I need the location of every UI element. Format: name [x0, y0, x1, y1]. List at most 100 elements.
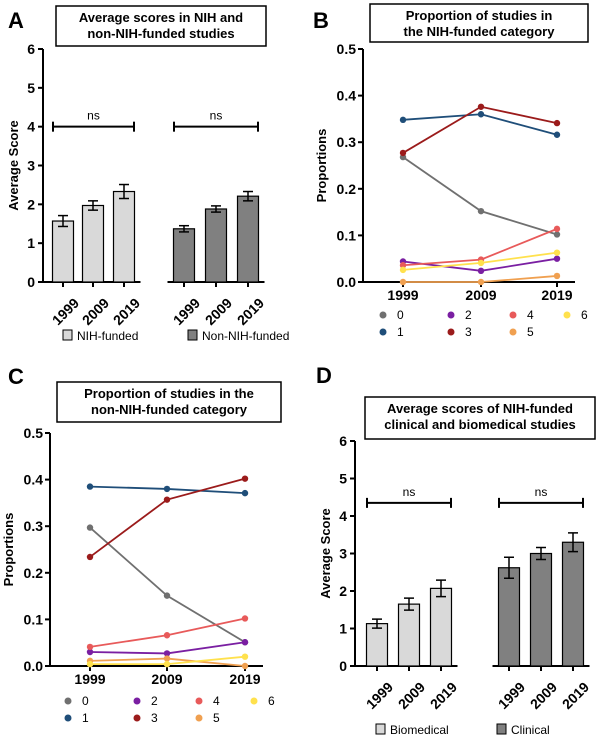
- legend-marker-4: [509, 311, 517, 319]
- point-1-1999: [399, 116, 407, 124]
- x-tick-label: 2009: [151, 671, 182, 687]
- legend-marker-6: [563, 311, 571, 319]
- legend-label-0: 0: [82, 694, 89, 708]
- point-0-2009: [477, 207, 485, 215]
- y-tick-label: 5: [339, 471, 347, 487]
- point-2-2009: [477, 267, 485, 275]
- panel-A: A Average scores in NIH andnon-NIH-funded…: [6, 5, 289, 343]
- point-3-2009: [163, 496, 171, 503]
- point-5-2009: [477, 278, 485, 286]
- point-0-1999: [86, 524, 94, 531]
- x-tick-label: 2019: [234, 295, 267, 328]
- legend-marker-5: [195, 714, 203, 722]
- legend-label-4: 4: [527, 308, 534, 322]
- point-1-2009: [163, 485, 171, 493]
- y-tick-label: 2: [339, 583, 347, 599]
- legend-swatch: [496, 723, 507, 735]
- legend-label-1: 1: [397, 325, 404, 339]
- point-6-2009: [477, 259, 485, 267]
- x-tick-label: 1999: [170, 295, 203, 328]
- point-4-1999: [399, 262, 407, 269]
- point-2-2009: [163, 650, 171, 657]
- x-tick-label: 1999: [495, 679, 528, 712]
- y-tick-label: 4: [27, 119, 35, 135]
- x-tick-label: 1999: [363, 679, 396, 712]
- point-6-1999: [86, 660, 94, 668]
- point-5-2019: [241, 662, 249, 670]
- point-3-2019: [553, 119, 561, 127]
- point-6-2009: [163, 660, 171, 668]
- x-tick-label: 2009: [465, 287, 496, 303]
- title-line: non-NIH-funded category: [91, 402, 248, 417]
- legend-label-6: 6: [581, 308, 588, 322]
- point-5-2009: [163, 655, 171, 662]
- point-6-2019: [553, 249, 561, 256]
- point-3-1999: [86, 553, 94, 561]
- legend-label: NIH-funded: [77, 329, 138, 343]
- legend-label-2: 2: [151, 694, 158, 708]
- y-axis-label: Proportions: [1, 513, 16, 587]
- y-tick-label: 4: [339, 508, 347, 524]
- x-tick-label: 2009: [527, 679, 560, 712]
- y-tick-label: 3: [27, 158, 35, 174]
- legend-marker-1: [379, 328, 387, 336]
- point-5-2019: [553, 272, 561, 280]
- title-line: Average scores of NIH-funded: [387, 401, 573, 416]
- x-tick-label: 2009: [395, 679, 428, 712]
- legend-marker-0: [379, 311, 387, 319]
- panel-letter-A: A: [8, 8, 24, 33]
- point-4-1999: [86, 643, 94, 651]
- bar-clinical-2009: [529, 552, 553, 667]
- bar-non-nih-funded-2019: [236, 195, 260, 283]
- legend-marker-1: [64, 714, 72, 722]
- legend-marker-2: [133, 697, 141, 705]
- ns-label: ns: [403, 485, 416, 499]
- title-line: Average scores in NIH and: [79, 10, 243, 25]
- y-tick-label: 0.1: [337, 227, 357, 243]
- legend-marker-2: [447, 311, 455, 319]
- y-tick-label: 0.1: [24, 611, 44, 627]
- legend-marker-0: [64, 697, 72, 705]
- point-3-1999: [399, 149, 407, 157]
- point-2-2019: [241, 639, 249, 646]
- point-6-1999: [399, 266, 407, 274]
- y-tick-label: 0.3: [337, 134, 357, 150]
- y-tick-label: 0.2: [24, 565, 44, 581]
- legend-label-2: 2: [465, 308, 472, 322]
- x-tick-label: 1999: [74, 671, 105, 687]
- point-6-2019: [241, 653, 249, 660]
- y-axis-label: Average Score: [6, 120, 21, 211]
- y-axis-label: Average Score: [318, 508, 333, 599]
- y-tick-label: 3: [339, 546, 347, 562]
- point-0-2009: [163, 592, 171, 599]
- y-tick-label: 0.2: [337, 181, 357, 197]
- legend-label-6: 6: [268, 694, 275, 708]
- ns-label: ns: [87, 109, 100, 123]
- panel-letter-D: D: [316, 363, 332, 388]
- series-line-0: [89, 526, 246, 644]
- x-tick-label: 2019: [229, 671, 260, 687]
- x-tick-label: 2009: [202, 295, 235, 328]
- legend-label-4: 4: [213, 694, 220, 708]
- bar-non-nih-funded-1999: [172, 228, 196, 283]
- point-0-2019: [553, 231, 561, 238]
- point-3-2019: [241, 475, 249, 482]
- point-1-2019: [241, 489, 249, 497]
- panel-letter-B: B: [313, 8, 329, 33]
- x-tick-label: 2019: [427, 679, 460, 712]
- title-line: non-NIH-funded studies: [87, 26, 234, 41]
- panel-letter-C: C: [8, 364, 24, 389]
- y-tick-label: 0.4: [337, 88, 357, 104]
- bar-clinical-1999: [497, 567, 521, 667]
- point-1-2019: [553, 131, 561, 138]
- x-tick-label: 2019: [541, 287, 572, 303]
- y-tick-label: 6: [27, 41, 35, 57]
- title-box: [55, 5, 267, 47]
- title-line: Proportion of studies in the: [84, 386, 254, 401]
- bar-nih-funded-2019: [112, 190, 136, 283]
- y-tick-label: 5: [27, 80, 35, 96]
- legend-swatch: [187, 329, 198, 341]
